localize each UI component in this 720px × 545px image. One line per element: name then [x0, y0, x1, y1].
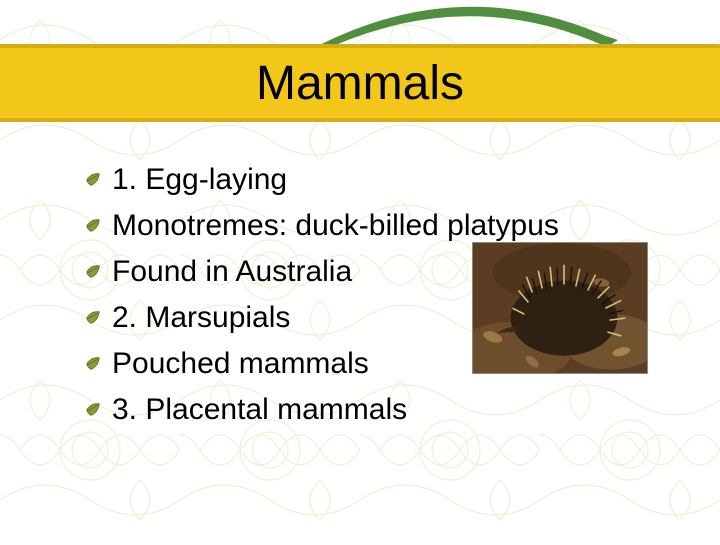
leaf-bullet-icon	[84, 171, 102, 189]
bullet-text: Found in Australia	[112, 255, 352, 289]
leaf-bullet-icon	[84, 401, 102, 419]
list-item: Found in Australia	[84, 250, 644, 294]
bullet-text: 3. Placental mammals	[112, 393, 407, 427]
bullet-text: Pouched mammals	[112, 347, 369, 381]
bullet-list: 1. Egg-laying Monotremes: duck-billed pl…	[84, 158, 644, 434]
bullet-text: 1. Egg-laying	[112, 163, 287, 197]
leaf-bullet-icon	[84, 309, 102, 327]
title-band: Mammals	[0, 44, 720, 122]
leaf-bullet-icon	[84, 217, 102, 235]
leaf-bullet-icon	[84, 263, 102, 281]
bullet-text: Monotremes: duck-billed platypus	[112, 209, 559, 243]
slide-title: Mammals	[256, 56, 464, 111]
list-item: 2. Marsupials	[84, 296, 644, 340]
list-item: 1. Egg-laying	[84, 158, 644, 202]
leaf-bullet-icon	[84, 355, 102, 373]
list-item: Monotremes: duck-billed platypus	[84, 204, 644, 248]
list-item: Pouched mammals	[84, 342, 644, 386]
list-item: 3. Placental mammals	[84, 388, 644, 432]
bullet-text: 2. Marsupials	[112, 301, 290, 335]
